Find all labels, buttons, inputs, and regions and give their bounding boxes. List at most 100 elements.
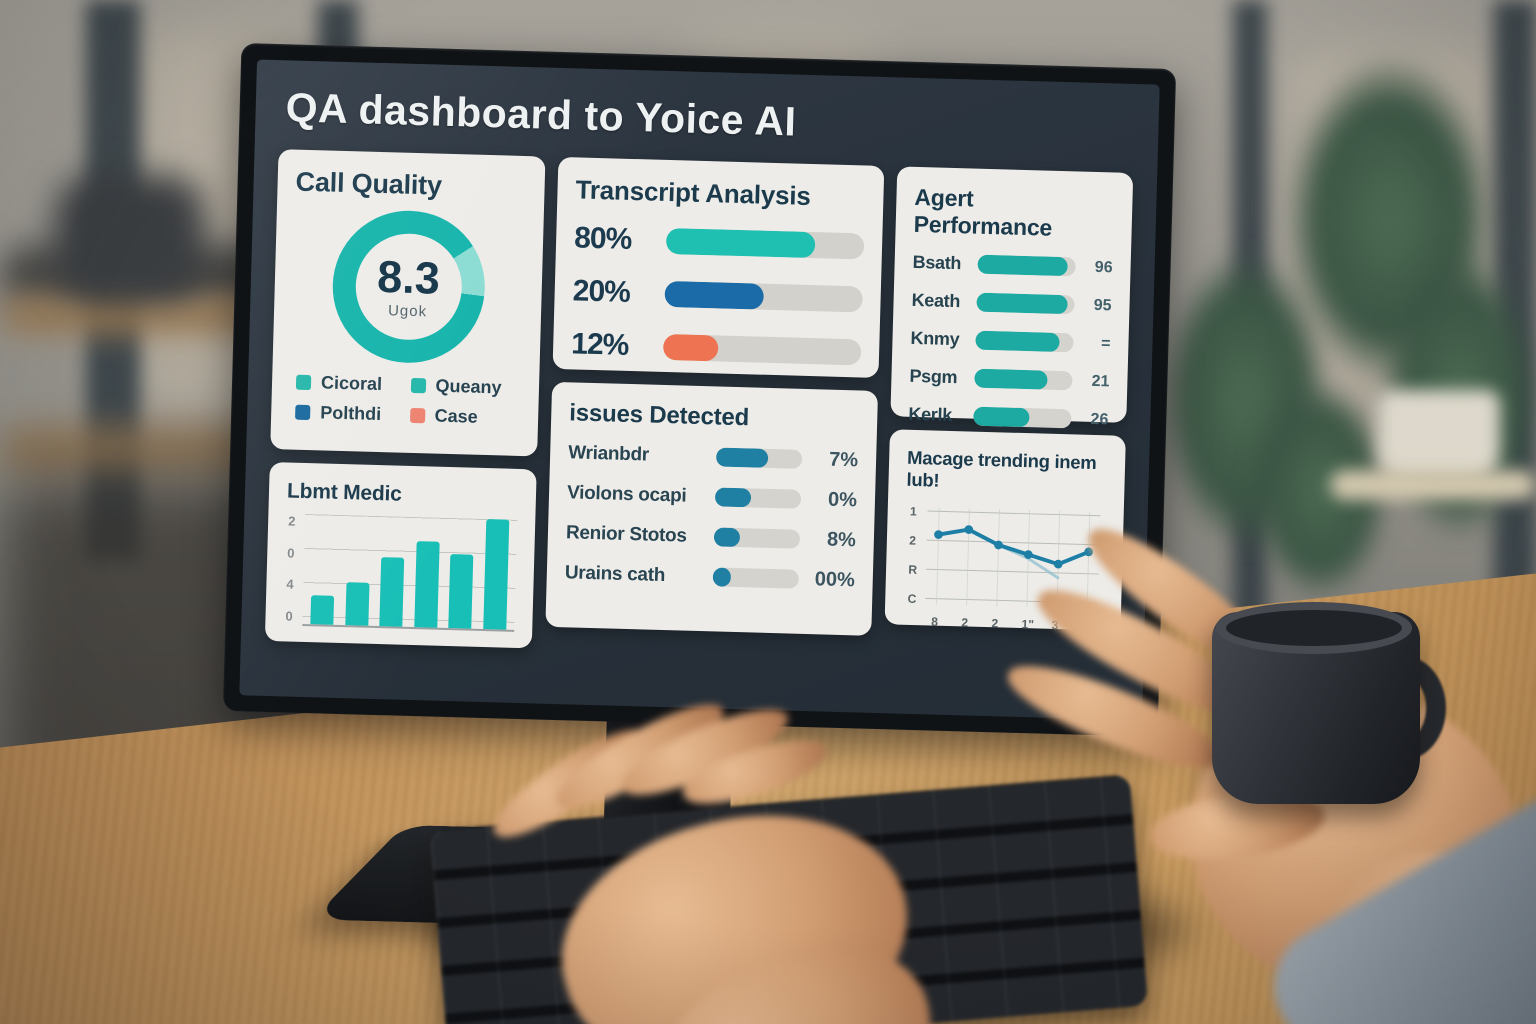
issue-row-label: Violons ocapi bbox=[566, 481, 687, 507]
agent-row-value: = bbox=[1100, 334, 1111, 352]
issue-row: Wrianbdr 7% bbox=[568, 441, 858, 472]
progress-track bbox=[712, 567, 800, 589]
progress-track bbox=[713, 527, 801, 549]
legend-label: Case bbox=[434, 405, 479, 427]
transcript-rows: 80% 20% 12% bbox=[571, 221, 865, 369]
volume-bar-chart-title: Lbmt Medic bbox=[286, 479, 402, 506]
trend-gridline-v bbox=[1086, 511, 1091, 609]
agent-row-label: Kerlk bbox=[908, 403, 953, 425]
transcript-analysis-card: Transcript Analysis 80% 20% 12% bbox=[552, 156, 885, 378]
issue-row: Urains cath 00% bbox=[565, 561, 855, 592]
trend-gridline-v bbox=[996, 509, 1000, 607]
issue-row-label: Wrianbdr bbox=[567, 441, 650, 466]
call-quality-gauge: 8.3 Ugok bbox=[330, 208, 487, 365]
trend-point bbox=[994, 540, 1003, 550]
call-quality-legend: Cicoral Queany Polthdi Case bbox=[289, 372, 521, 429]
left-hand bbox=[470, 687, 990, 1024]
bar-chart-y-tick: 4 bbox=[286, 576, 294, 592]
trend-x-tick: 8 bbox=[931, 615, 938, 629]
progress-fill bbox=[662, 333, 720, 362]
call-quality-card: Call Quality 8.3 Ugok Cicoral Queany Polth… bbox=[270, 149, 546, 457]
issue-row-label: Urains cath bbox=[564, 561, 666, 586]
agent-row: Psgm 21 bbox=[909, 366, 1110, 393]
issue-row-value: 8% bbox=[826, 528, 857, 552]
legend-swatch bbox=[295, 404, 311, 421]
legend-swatch bbox=[295, 374, 312, 391]
progress-fill bbox=[713, 527, 741, 548]
coffee-mug bbox=[1212, 602, 1446, 804]
progress-track bbox=[976, 292, 1075, 315]
call-quality-score: 8.3 bbox=[376, 250, 441, 304]
progress-track bbox=[975, 330, 1074, 353]
issue-row-value: 0% bbox=[827, 488, 858, 512]
transcript-row-label: 12% bbox=[570, 327, 629, 362]
trend-x-tick: 2 bbox=[991, 616, 998, 630]
transcript-row: 12% bbox=[571, 327, 862, 369]
transcript-analysis-title: Transcript Analysis bbox=[575, 174, 812, 211]
trend-gridline-h bbox=[927, 510, 1101, 517]
trend-gridline-h bbox=[925, 568, 1099, 575]
issue-row: Renior Stotos 8% bbox=[566, 521, 856, 552]
bar-chart-bar bbox=[448, 554, 474, 629]
legend-swatch bbox=[410, 377, 426, 394]
legend-item: Polthdi bbox=[295, 402, 400, 426]
progress-track bbox=[977, 254, 1076, 277]
progress-fill bbox=[664, 280, 765, 310]
trend-x-tick: 1" bbox=[1021, 617, 1034, 631]
trend-line-chart-title: Macage trending inem lub! bbox=[906, 446, 1097, 491]
bar-chart-bar bbox=[310, 595, 335, 625]
transcript-row-label: 80% bbox=[573, 221, 632, 256]
agent-performance-title: Agert Performance bbox=[913, 183, 1053, 241]
bar-chart-bar bbox=[379, 556, 405, 627]
plant-stand bbox=[1330, 470, 1536, 500]
call-quality-gauge-center: 8.3 Ugok bbox=[330, 209, 486, 365]
trend-y-tick: R bbox=[908, 563, 917, 577]
transcript-row: 80% bbox=[574, 221, 865, 263]
progress-fill bbox=[665, 227, 815, 259]
trend-point bbox=[934, 530, 943, 539]
agent-row: Knmy = bbox=[910, 328, 1111, 355]
agent-row: Bsath 96 bbox=[912, 252, 1113, 279]
progress-track bbox=[665, 227, 865, 260]
trend-gridline-v bbox=[936, 507, 940, 605]
agent-performance-card: Agert Performance Bsath 96 Keath 95 Knmy = Psg… bbox=[890, 166, 1134, 429]
agent-row-label: Psgm bbox=[909, 365, 958, 388]
trend-x-tick: 2 bbox=[961, 616, 968, 630]
progress-track bbox=[714, 487, 802, 509]
legend-item: Case bbox=[409, 405, 514, 429]
bar-chart-bars bbox=[303, 514, 518, 630]
legend-swatch bbox=[409, 407, 425, 424]
trend-y-tick: 2 bbox=[909, 533, 916, 547]
trend-y-tick: 1 bbox=[910, 504, 917, 518]
call-quality-score-sublabel: Ugok bbox=[387, 301, 428, 320]
transcript-row: 20% bbox=[572, 274, 863, 316]
agent-row-value: 21 bbox=[1091, 372, 1110, 390]
trend-point bbox=[1023, 550, 1033, 559]
legend-label: Cicoral bbox=[320, 372, 383, 395]
bar-chart-bar bbox=[414, 541, 440, 628]
legend-label: Polthdi bbox=[319, 402, 382, 425]
issues-rows: Wrianbdr 7% Violons ocapi 0% Renior Stotos 8%… bbox=[565, 441, 859, 592]
bar-chart-bar bbox=[483, 519, 510, 630]
progress-fill bbox=[975, 330, 1061, 352]
issue-row-value: 7% bbox=[828, 448, 859, 472]
bar-chart-y-tick: 0 bbox=[285, 608, 293, 624]
bar-chart-bar bbox=[345, 582, 370, 626]
progress-track bbox=[973, 406, 1072, 429]
issue-row-label: Renior Stotos bbox=[565, 521, 687, 547]
issue-row: Violons ocapi 0% bbox=[567, 481, 857, 512]
legend-item: Cicoral bbox=[295, 372, 401, 396]
mug-interior bbox=[1226, 610, 1402, 646]
trend-line bbox=[936, 527, 1091, 567]
background-monitor-silhouette bbox=[55, 175, 205, 300]
agent-row-value: 26 bbox=[1090, 410, 1109, 428]
transcript-row-label: 20% bbox=[572, 274, 631, 309]
bar-chart-y-tick: 0 bbox=[287, 545, 295, 561]
call-quality-card-title: Call Quality bbox=[295, 166, 443, 201]
trend-gridline-v bbox=[966, 508, 970, 606]
bar-chart-y-tick: 2 bbox=[287, 513, 296, 529]
